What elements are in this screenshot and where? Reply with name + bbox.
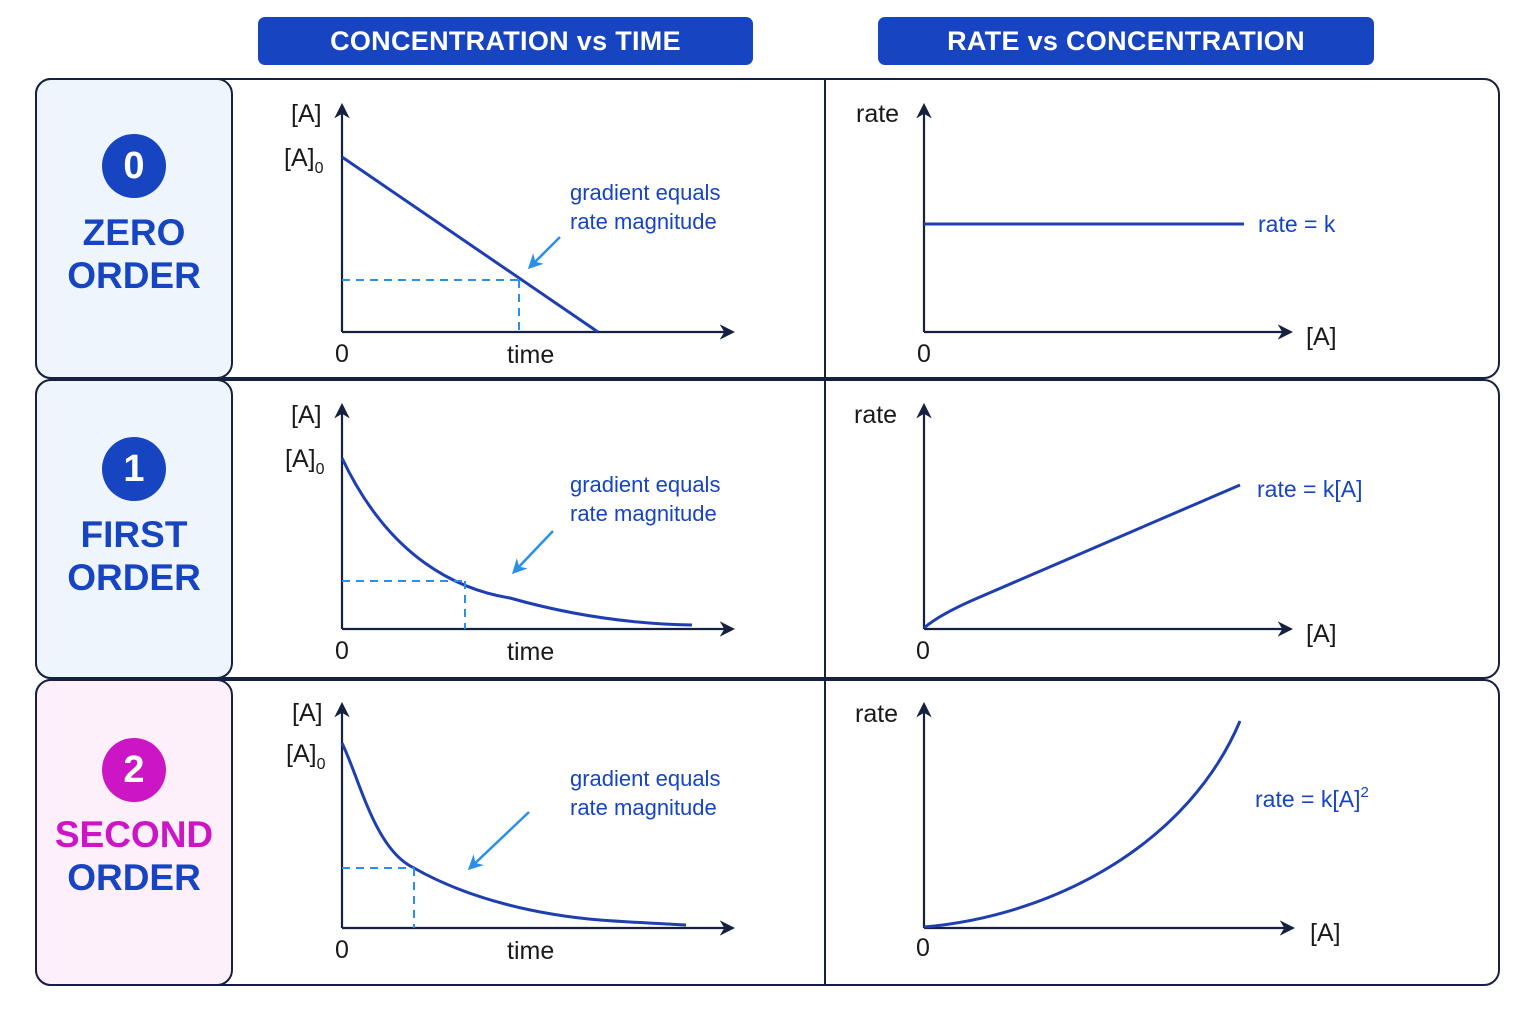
x-axis-label: [A]: [1306, 323, 1337, 351]
rate-formula: rate = k[A]: [1257, 476, 1362, 502]
concentration-curve: [340, 742, 687, 927]
gradient-note-line2: rate magnitude: [570, 209, 717, 234]
gradient-note-line1: gradient equals: [570, 766, 720, 791]
row-second-order: [35, 679, 1500, 986]
gradient-note-line1: gradient equals: [570, 472, 720, 497]
origin-label: 0: [335, 637, 349, 665]
y-axis-label: [A]: [292, 699, 323, 727]
order-name-second-line1: SECOND: [54, 814, 214, 855]
rate-conc-graph-zero: rate 0 [A] rate = k: [856, 100, 1337, 368]
gradient-note-line1: gradient equals: [570, 180, 720, 205]
label-cell-first: [35, 379, 233, 679]
origin-label: 0: [335, 936, 349, 964]
row-zero-order: [35, 78, 1500, 379]
y-axis-label: rate: [855, 700, 898, 728]
gradient-note-arrow: [511, 530, 554, 575]
gradient-note-line2: rate magnitude: [570, 501, 717, 526]
origin-label: 0: [335, 340, 349, 368]
gradient-note-line2: rate magnitude: [570, 795, 717, 820]
origin-label: 0: [916, 934, 930, 962]
origin-label: 0: [917, 340, 931, 368]
concentration-curve: [340, 457, 693, 627]
x-axis-label: time: [507, 937, 554, 965]
order-name-first-line1: FIRST: [80, 514, 188, 555]
conc-time-graph-first: [A] [A]0 0 time gradient equals rate mag…: [285, 401, 736, 666]
header-rate-vs-concentration: RATE vs CONCENTRATION: [878, 17, 1374, 65]
y-axis-label: [A]: [291, 100, 322, 128]
label-cell-second: [35, 679, 233, 986]
label-cell-zero: [35, 78, 233, 379]
y-axis-label: [A]: [291, 401, 322, 429]
y0-label: [A]0: [285, 445, 325, 478]
badge-first: 1: [102, 437, 166, 501]
x-axis-label: [A]: [1310, 919, 1341, 947]
badge-second: 2: [102, 738, 166, 802]
column-divider: [824, 79, 826, 985]
badge-zero: 0: [102, 134, 166, 198]
y-axis-label: rate: [856, 100, 899, 128]
order-name-first: FIRST ORDER: [35, 513, 233, 599]
order-name-first-line2: ORDER: [67, 557, 201, 598]
header-concentration-vs-time: CONCENTRATION vs TIME: [258, 17, 753, 65]
y-axis-label: rate: [854, 401, 897, 429]
gradient-note-arrow: [527, 236, 561, 270]
order-name-second: SECOND ORDER: [35, 813, 233, 899]
order-name-zero-line2: ORDER: [67, 255, 201, 296]
x-axis-label: time: [507, 638, 554, 666]
gradient-note-arrow: [467, 811, 530, 871]
rate-formula: rate = k: [1258, 211, 1336, 237]
origin-label: 0: [916, 637, 930, 665]
concentration-line: [341, 155, 599, 334]
y0-label: [A]0: [284, 144, 324, 177]
rate-conc-graph-first: rate 0 [A] rate = k[A]: [854, 401, 1362, 665]
conc-time-graph-zero: [A] [A]0 0 time gradient equals rate mag…: [284, 100, 736, 369]
order-name-zero-line1: ZERO: [82, 212, 186, 253]
rate-conc-graph-second: rate 0 [A] rate = k[A]2: [855, 700, 1369, 962]
rate-formula: rate = k[A]2: [1255, 784, 1369, 812]
order-name-second-line2: ORDER: [67, 857, 201, 898]
y0-label: [A]0: [286, 740, 326, 773]
rate-line: [923, 483, 1241, 630]
conc-time-graph-second: [A] [A]0 0 time gradient equals rate mag…: [286, 699, 736, 965]
order-name-zero: ZERO ORDER: [35, 211, 233, 297]
x-axis-label: time: [507, 341, 554, 369]
x-axis-label: [A]: [1306, 620, 1337, 648]
rate-curve: [923, 720, 1242, 929]
